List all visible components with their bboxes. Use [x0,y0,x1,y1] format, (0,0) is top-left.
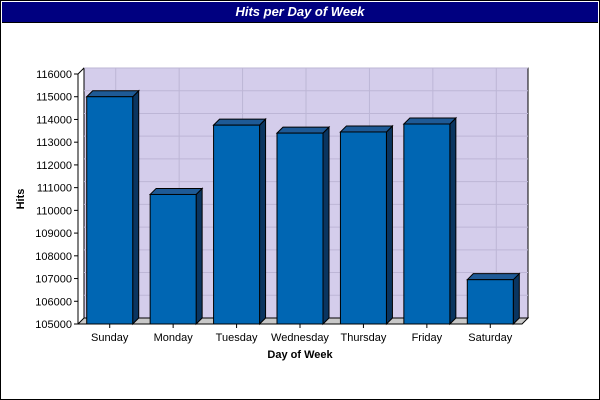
bar-front [149,193,197,325]
x-tick-label: Tuesday [216,332,258,344]
y-tick-label: 109000 [35,228,72,240]
bar-side [512,272,520,326]
bar-monday [148,187,204,326]
x-tick-label: Saturday [468,332,513,344]
y-tick-label: 112000 [36,160,72,172]
y-tick-label: 105000 [35,319,72,331]
bar-front [86,96,134,325]
bar-front [213,124,261,325]
bar-side [449,116,457,326]
y-tick-label: 110000 [36,205,72,217]
x-tick-label: Thursday [340,332,386,344]
y-tick-label: 116000 [36,69,72,81]
x-axis-title: Day of Week [267,349,333,361]
y-axis-title: Hits [15,189,27,210]
bar-top [339,125,394,133]
x-tick-label: Sunday [91,332,129,344]
bar-top [275,126,331,134]
x-tick-label: Wednesday [271,332,329,344]
y-axis-top-edge [77,67,85,75]
bar-top [212,118,267,126]
chart-title: Hits per Day of Week [2,2,598,23]
bar-side [259,117,267,326]
bar-sunday [85,89,140,326]
bar-top [85,90,140,98]
bar-side [195,187,203,326]
bar-side [132,89,140,326]
bar-top [402,117,458,125]
x-tick-label: Monday [154,332,194,344]
bar-front [466,279,514,325]
y-tick-label: 111000 [37,183,72,195]
bar-top [466,273,521,281]
bar-top [148,187,204,195]
bar-saturday [466,272,521,326]
y-tick-label: 113000 [36,137,72,149]
bar-front [276,132,324,325]
y-tick-label: 107000 [35,274,72,286]
bar-thursday [339,124,394,326]
y-tick-label: 115000 [36,92,72,104]
x-tick-label: Friday [412,332,443,344]
y-tick-label: 114000 [36,114,72,126]
bar-friday [402,116,458,326]
y-tick-label: 108000 [35,251,72,263]
bar-wednesday [275,125,331,326]
y-tick-label: 106000 [35,296,72,308]
bar-side [385,124,393,326]
bar-front [339,131,387,325]
bar-tuesday [212,117,267,326]
axis-labels: 105000 106000 107000 108000 109000 110000 1110… [35,69,513,344]
bar-side [322,125,330,326]
bar-front [403,123,451,325]
